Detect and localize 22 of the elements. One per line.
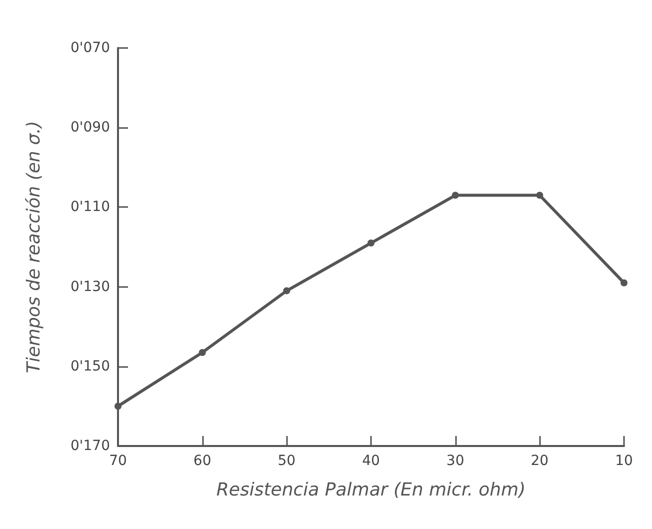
y-tick-label: 0'090 (70, 120, 110, 136)
x-axis-title: Resistencia Palmar (En micr. ohm) (216, 480, 526, 500)
x-tick-label: 40 (362, 453, 380, 469)
point (283, 287, 290, 294)
x-tick-label: 10 (615, 453, 633, 469)
point (620, 279, 628, 286)
y-tick-label: 0'150 (70, 358, 110, 374)
y-tick-label: 0'070 (70, 40, 110, 56)
point (198, 348, 206, 356)
y-tick-label: 0'130 (70, 278, 110, 295)
point (536, 192, 544, 199)
x-tick-label: 60 (193, 453, 212, 469)
y-tick-label: 0'110 (70, 199, 110, 216)
point (368, 240, 374, 247)
y-axis-title: Tiempos de reacción (en σ.) (24, 120, 44, 374)
x-tick-label: 30 (446, 453, 464, 469)
x-tick-label: 20 (530, 453, 549, 469)
point (452, 192, 459, 199)
x-tick-label: 50 (278, 453, 296, 469)
point (114, 402, 122, 410)
x-tick-label: 70 (109, 453, 127, 469)
y-tick-label: 0'170 (70, 438, 110, 454)
